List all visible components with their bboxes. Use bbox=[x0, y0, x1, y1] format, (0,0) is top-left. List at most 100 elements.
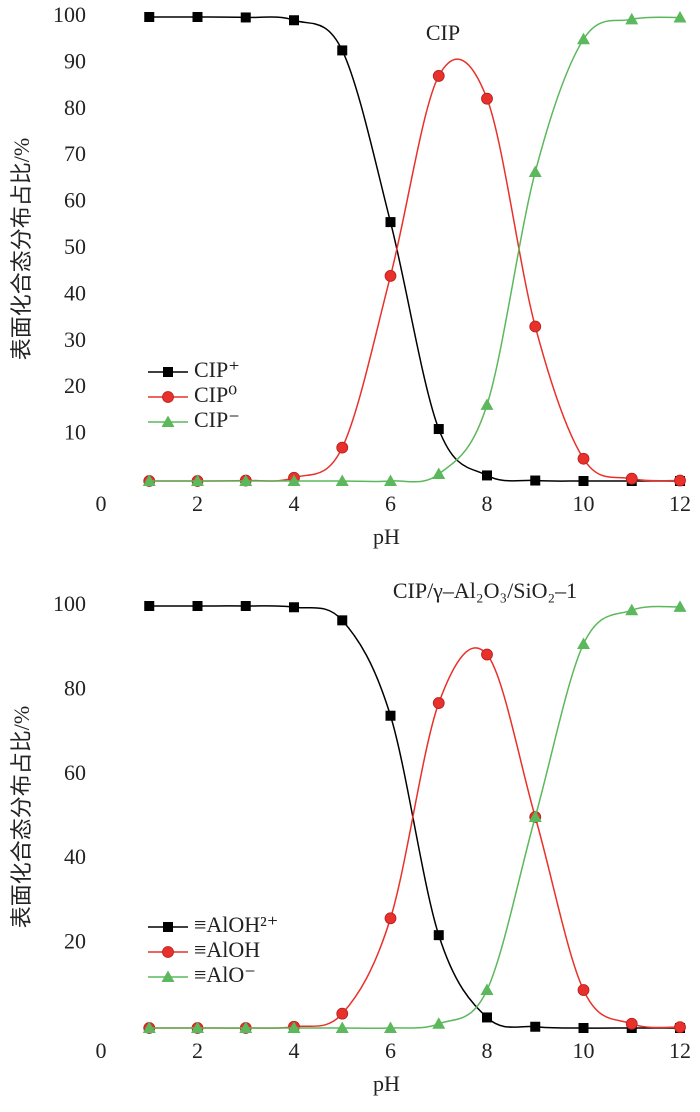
y-tick-label: 30 bbox=[64, 327, 86, 352]
marker bbox=[529, 320, 542, 333]
y-tick-label: 60 bbox=[64, 760, 86, 785]
marker bbox=[577, 32, 590, 45]
marker bbox=[577, 637, 590, 649]
x-tick-label: 8 bbox=[482, 491, 493, 516]
x-tick-label: 2 bbox=[192, 491, 203, 516]
x-tick-label: 4 bbox=[289, 491, 300, 516]
x-tick-label: 10 bbox=[573, 1038, 595, 1063]
marker bbox=[674, 474, 686, 487]
marker bbox=[481, 648, 493, 661]
legend-label: ≡AlOH bbox=[194, 937, 260, 962]
marker bbox=[385, 217, 396, 228]
x-tick-label: 2 bbox=[192, 1038, 203, 1063]
marker bbox=[144, 12, 155, 22]
marker bbox=[625, 603, 639, 616]
marker bbox=[289, 602, 299, 613]
marker bbox=[287, 474, 301, 486]
marker bbox=[578, 1023, 589, 1033]
x-tick-label: 6 bbox=[385, 491, 396, 516]
y-tick-label: 20 bbox=[64, 929, 86, 954]
marker bbox=[192, 601, 203, 611]
x-tick-label: 12 bbox=[669, 491, 691, 516]
x-tick-label: 0 bbox=[96, 1038, 107, 1063]
legend-label: ≡AlOH²⁺ bbox=[194, 912, 278, 937]
marker bbox=[673, 600, 687, 612]
marker bbox=[432, 697, 445, 709]
x-tick-label: 10 bbox=[573, 491, 595, 516]
marker bbox=[432, 1017, 446, 1029]
marker bbox=[191, 1021, 204, 1033]
marker bbox=[481, 92, 493, 105]
marker bbox=[335, 474, 349, 486]
marker bbox=[142, 474, 156, 486]
legend-label: CIP⁰ bbox=[194, 382, 237, 407]
x-axis-label: pH bbox=[373, 1071, 400, 1096]
marker bbox=[384, 912, 397, 925]
marker bbox=[577, 452, 590, 465]
x-tick-label: 0 bbox=[96, 491, 107, 516]
y-tick-label: 100 bbox=[53, 591, 86, 616]
marker bbox=[625, 472, 638, 485]
marker bbox=[162, 391, 174, 403]
legend-label: CIP⁺ bbox=[194, 357, 240, 382]
marker bbox=[674, 1021, 686, 1034]
marker bbox=[337, 45, 348, 56]
marker bbox=[384, 1021, 397, 1033]
legend-label: CIP⁻ bbox=[194, 407, 240, 432]
x-axis-label: pH bbox=[373, 524, 400, 549]
marker bbox=[530, 475, 541, 486]
marker bbox=[482, 470, 492, 481]
marker bbox=[240, 601, 251, 611]
x-tick-label: 12 bbox=[669, 1038, 691, 1063]
chart-title: CIP bbox=[426, 20, 460, 45]
marker bbox=[625, 1017, 638, 1030]
marker bbox=[482, 1012, 492, 1023]
y-axis-label: 表面化合态分布占比/% bbox=[9, 138, 34, 360]
marker bbox=[528, 810, 542, 822]
marker bbox=[239, 1021, 253, 1033]
marker bbox=[578, 476, 589, 486]
marker bbox=[192, 12, 203, 22]
marker bbox=[337, 615, 348, 626]
y-tick-label: 70 bbox=[64, 141, 86, 166]
marker bbox=[384, 270, 397, 282]
marker bbox=[163, 367, 173, 377]
legend-label: ≡AlO⁻ bbox=[194, 962, 256, 987]
marker bbox=[335, 1021, 349, 1033]
y-tick-label: 60 bbox=[64, 188, 86, 213]
marker bbox=[240, 12, 251, 23]
marker bbox=[480, 398, 494, 410]
x-tick-label: 4 bbox=[289, 1038, 300, 1063]
marker bbox=[530, 1021, 541, 1032]
marker bbox=[625, 12, 639, 25]
x-tick-label: 8 bbox=[482, 1038, 493, 1063]
marker bbox=[336, 441, 349, 454]
marker bbox=[191, 474, 204, 486]
marker bbox=[432, 70, 445, 82]
marker bbox=[577, 984, 590, 996]
chart-title: CIP/γ–Al₂O₃/SiO₂–1 bbox=[393, 578, 577, 603]
marker bbox=[385, 710, 396, 721]
marker bbox=[433, 424, 444, 435]
y-tick-label: 40 bbox=[64, 280, 86, 305]
marker bbox=[161, 970, 175, 982]
marker bbox=[433, 930, 444, 941]
y-tick-label: 40 bbox=[64, 844, 86, 869]
marker bbox=[432, 467, 446, 480]
marker bbox=[384, 474, 397, 486]
marker bbox=[480, 983, 494, 996]
marker bbox=[289, 15, 299, 26]
y-tick-label: 80 bbox=[64, 675, 86, 700]
marker bbox=[144, 601, 155, 611]
y-tick-label: 50 bbox=[64, 234, 86, 259]
marker bbox=[673, 10, 687, 23]
marker bbox=[239, 474, 253, 486]
marker bbox=[287, 1021, 301, 1033]
marker bbox=[162, 946, 174, 958]
y-tick-label: 80 bbox=[64, 95, 86, 120]
marker bbox=[142, 1021, 156, 1033]
y-tick-label: 90 bbox=[64, 48, 86, 73]
y-tick-label: 10 bbox=[64, 420, 86, 445]
x-tick-label: 6 bbox=[385, 1038, 396, 1063]
